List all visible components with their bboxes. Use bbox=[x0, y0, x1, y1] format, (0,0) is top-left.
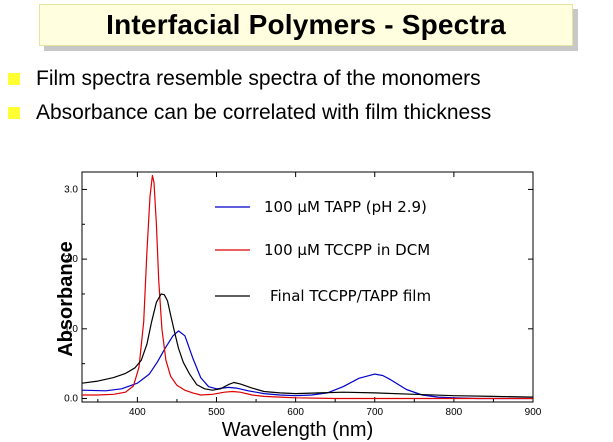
x-tick-label: 600 bbox=[287, 407, 304, 418]
plot-frame bbox=[81, 171, 534, 403]
x-axis-title: Wavelength (nm) bbox=[222, 419, 374, 441]
bullet-square-icon bbox=[8, 73, 20, 85]
x-tick-label: 700 bbox=[366, 407, 383, 418]
legend-label-1: 100 µM TAPP (pH 2.9) bbox=[264, 198, 427, 216]
bullet-text: Film spectra resemble spectra of the mon… bbox=[36, 67, 481, 90]
series-line-2 bbox=[82, 174, 533, 400]
series-line-1 bbox=[81, 330, 533, 400]
y-tick-label: 1.0 bbox=[64, 324, 78, 335]
legend-label-3: Final TCCPP/TAPP film bbox=[270, 287, 431, 305]
y-tick-label: 0.0 bbox=[64, 394, 78, 405]
slide-title-box: Interfacial Polymers - Spectra bbox=[39, 4, 573, 46]
absorbance-spectra-chart: 400 500 600 700 800 900 0.0 1.0 2.0 3.0 Wavelength… bbox=[55, 171, 542, 441]
x-tick-label: 900 bbox=[525, 407, 542, 418]
x-tick-label: 800 bbox=[446, 407, 463, 418]
slide-title: Interfacial Polymers - Spectra bbox=[106, 9, 506, 40]
series-line-3 bbox=[81, 293, 534, 398]
y-tick-label: 3.0 bbox=[64, 184, 78, 195]
legend-label-2: 100 µM TCCPP in DCM bbox=[264, 241, 430, 259]
bullet-item: Absorbance can be correlated with film t… bbox=[8, 99, 491, 127]
bullet-text: Absorbance can be correlated with film t… bbox=[36, 101, 492, 124]
bullet-square-icon bbox=[8, 107, 20, 119]
y-axis-title: Absorbance bbox=[55, 241, 77, 357]
y-tick-label: 2.0 bbox=[64, 254, 78, 265]
x-tick-label: 400 bbox=[129, 407, 146, 418]
x-tick-label: 500 bbox=[208, 407, 225, 418]
bullet-item: Film spectra resemble spectra of the mon… bbox=[8, 65, 481, 93]
